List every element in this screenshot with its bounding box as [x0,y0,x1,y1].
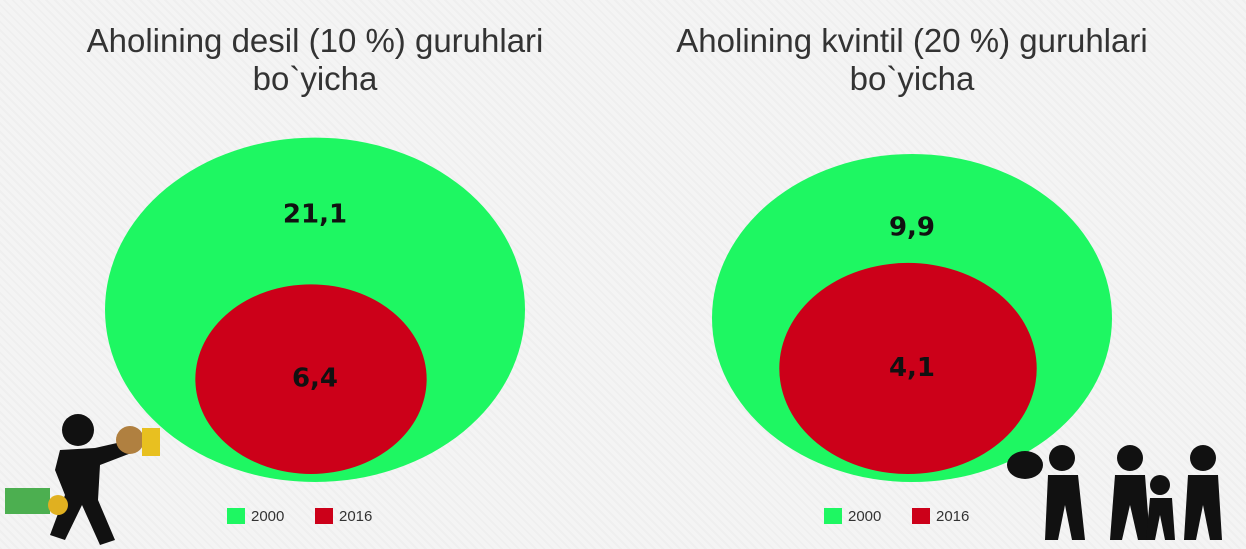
legend-swatch [912,508,930,524]
legend-swatch [824,508,842,524]
legend-label: 2000 [848,508,881,525]
rich-man-icon [5,414,160,545]
value-label: 21,1 [283,200,347,230]
value-label: 9,9 [889,212,935,242]
value-label: 6,4 [292,364,338,394]
legend-label: 2000 [251,508,284,525]
legend-swatch [315,508,333,524]
value-label: 4,1 [889,353,935,383]
circle [779,262,1037,475]
circle-chart: 21,1 6,4 2000 2016 [105,137,525,525]
circle-chart: 9,9 4,1 2000 2016 [712,154,1112,525]
chart-title: Aholining kvintil (20 %) guruhlari bo`yi… [676,22,1148,97]
legend-label: 2016 [339,508,372,525]
poor-family-icon [1007,445,1222,540]
legend-swatch [227,508,245,524]
legend-label: 2016 [936,508,969,525]
circle [195,284,427,474]
chart-title: Aholining desil (10 %) guruhlari bo`yich… [86,22,544,97]
